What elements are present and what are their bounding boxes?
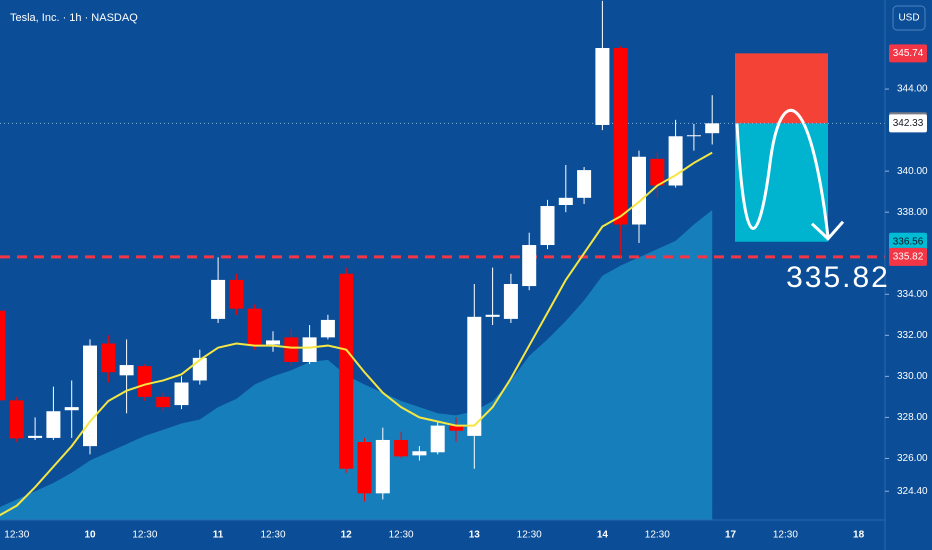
candle-body xyxy=(156,396,171,408)
ma-line xyxy=(0,151,713,517)
candle-body xyxy=(211,279,226,319)
candle-body xyxy=(174,382,189,406)
position-stop-zone xyxy=(735,53,828,124)
candle-body xyxy=(540,206,555,246)
price-label-bg xyxy=(889,232,927,251)
candle-body xyxy=(632,156,646,225)
level-annotation: 335.82 xyxy=(786,261,890,294)
y-tick-label: 338.00 xyxy=(897,207,928,218)
candle-body xyxy=(686,135,701,137)
ma-area xyxy=(0,210,713,520)
candle-body xyxy=(430,425,445,453)
candle-body xyxy=(595,48,610,125)
x-tick-label: 12:30 xyxy=(773,530,798,541)
price-label-bg xyxy=(889,114,927,133)
candle-body xyxy=(558,197,573,206)
candle-body xyxy=(46,411,61,438)
candle-body xyxy=(412,451,427,456)
x-tick-label: 12:30 xyxy=(4,530,29,541)
candle-body xyxy=(284,337,299,362)
x-tick-label: 12:30 xyxy=(132,530,157,541)
y-tick-label: 326.00 xyxy=(897,453,928,464)
candle-body xyxy=(320,319,335,338)
x-tick-label: 12:30 xyxy=(389,530,414,541)
currency-label[interactable]: USD xyxy=(898,13,919,24)
candle-body xyxy=(28,435,43,438)
x-tick-label: 12:30 xyxy=(260,530,285,541)
candle-body xyxy=(449,425,463,431)
candle-body xyxy=(357,442,372,494)
candle-body xyxy=(137,366,152,397)
price-label: 342.33 xyxy=(893,118,924,129)
candle-body xyxy=(0,310,6,401)
candle-body xyxy=(83,345,97,447)
y-tick-label: 344.00 xyxy=(897,84,928,95)
y-tick-label: 330.00 xyxy=(897,371,928,382)
y-tick-label: 340.00 xyxy=(897,166,928,177)
candle-body xyxy=(9,400,24,439)
x-tick-label: 11 xyxy=(213,530,224,541)
x-tick-label: 12 xyxy=(341,530,353,541)
candle-body xyxy=(650,158,665,186)
y-tick-label: 324.40 xyxy=(897,486,928,497)
price-label-bg xyxy=(889,44,927,63)
x-tick-label: 10 xyxy=(84,530,96,541)
price-label: 345.74 xyxy=(893,48,924,59)
candle-body xyxy=(375,439,390,494)
candle-body xyxy=(339,273,354,469)
symbol-title: Tesla, Inc. · 1h · NASDAQ xyxy=(10,12,138,24)
y-tick-label: 332.00 xyxy=(897,330,928,341)
x-tick-label: 12:30 xyxy=(645,530,670,541)
candle-body xyxy=(101,343,116,373)
candle-body xyxy=(577,170,592,198)
candle-body xyxy=(302,337,317,362)
currency-button[interactable] xyxy=(892,5,926,31)
candle-body xyxy=(192,357,207,381)
forecast-arrow xyxy=(735,108,830,237)
candle-body xyxy=(119,365,134,376)
candle-body xyxy=(485,314,500,317)
candle-body xyxy=(613,48,628,225)
forecast-arrowhead xyxy=(810,220,845,241)
x-tick-label: 17 xyxy=(725,530,737,541)
candle-body xyxy=(467,316,482,436)
candle-body xyxy=(266,340,280,345)
price-label: 335.82 xyxy=(893,252,924,263)
candle-body xyxy=(229,279,244,309)
candle-body xyxy=(247,308,262,346)
price-label-bg xyxy=(889,247,927,266)
candle-body xyxy=(522,245,537,287)
x-tick-label: 14 xyxy=(597,530,609,541)
price-label: 336.56 xyxy=(893,236,924,247)
candle-body xyxy=(503,284,518,319)
x-tick-label: 13 xyxy=(469,530,481,541)
candle-body xyxy=(705,123,720,134)
x-tick-label: 12:30 xyxy=(517,530,542,541)
candle-body xyxy=(394,439,409,457)
y-tick-label: 328.00 xyxy=(897,412,928,423)
candle-body xyxy=(64,407,79,411)
x-tick-label: 18 xyxy=(853,530,865,541)
y-tick-label: 334.00 xyxy=(897,289,928,300)
